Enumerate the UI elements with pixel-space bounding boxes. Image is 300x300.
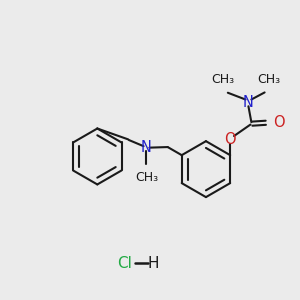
Text: Cl: Cl [118, 256, 132, 271]
Text: N: N [243, 95, 254, 110]
Text: H: H [148, 256, 159, 271]
Text: O: O [273, 115, 285, 130]
Text: CH₃: CH₃ [212, 73, 235, 86]
Text: CH₃: CH₃ [135, 171, 158, 184]
Text: CH₃: CH₃ [257, 73, 280, 86]
Text: O: O [224, 132, 236, 147]
Text: N: N [141, 140, 152, 155]
